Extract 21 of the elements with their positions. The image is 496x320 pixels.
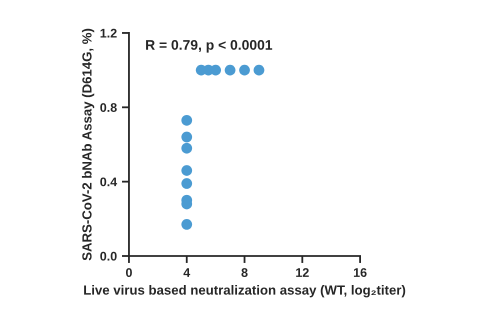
x-tick-label: 8 <box>241 268 248 277</box>
x-tick-label: 4 <box>183 268 190 277</box>
y-tick-label: 0.8 <box>100 103 117 112</box>
x-tick-label: 0 <box>126 268 132 277</box>
point <box>239 64 250 76</box>
point <box>181 114 192 126</box>
y-axis-title: SARS-CoV-2 bNAb Assay (D614G, %) <box>82 28 94 260</box>
point <box>181 132 192 142</box>
annotation: R = 0.79, p < 0.0001 <box>146 40 272 53</box>
x-axis-title: Live virus based neutralization assay (WT, log₂titer) <box>84 285 406 298</box>
point <box>181 142 192 154</box>
y-tick-label: 0.4 <box>100 177 118 186</box>
point <box>181 165 192 176</box>
x-tick-label: 16 <box>354 268 367 277</box>
y-tick-label: 0.0 <box>100 252 117 261</box>
x-tick-label: 12 <box>296 268 309 277</box>
point <box>224 64 236 76</box>
point <box>181 219 192 230</box>
point <box>254 64 264 76</box>
point <box>181 178 192 189</box>
y-tick-label: 1.2 <box>100 28 117 38</box>
